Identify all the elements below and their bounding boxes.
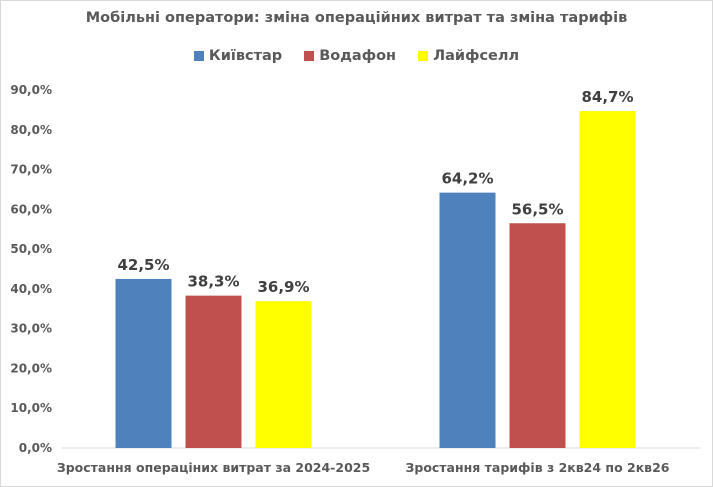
legend-label: Лайфселл bbox=[433, 48, 520, 64]
y-tick-label: 50,0% bbox=[10, 242, 52, 256]
data-label: 56,5% bbox=[511, 200, 563, 218]
legend-item-vodafone: Водафон bbox=[304, 48, 396, 64]
legend: Київстар Водафон Лайфселл bbox=[0, 48, 713, 64]
legend-label: Водафон bbox=[319, 48, 397, 64]
chart-title: Мобільні оператори: зміна операційних ви… bbox=[85, 10, 628, 26]
legend-label: Київстар bbox=[208, 48, 283, 64]
bar bbox=[439, 192, 496, 448]
y-tick-label: 90,0% bbox=[10, 83, 52, 97]
legend-swatch bbox=[418, 51, 429, 61]
y-tick-label: 0,0% bbox=[19, 441, 52, 455]
legend-swatch bbox=[193, 51, 204, 61]
y-tick-label: 10,0% bbox=[10, 401, 52, 415]
x-category-label: Зростання операціних витрат за 2024-2025 bbox=[57, 460, 370, 475]
x-category-label: Зростання тарифів з 2кв24 по 2кв26 bbox=[405, 460, 669, 475]
data-label: 38,3% bbox=[187, 273, 239, 291]
y-tick-label: 40,0% bbox=[10, 282, 52, 296]
legend-item-lifecell: Лайфселл bbox=[418, 48, 519, 64]
data-label: 84,7% bbox=[581, 88, 633, 106]
legend-swatch bbox=[304, 51, 315, 61]
y-tick-label: 70,0% bbox=[10, 163, 52, 177]
y-tick-label: 20,0% bbox=[10, 361, 52, 375]
bar bbox=[509, 223, 566, 448]
y-tick-label: 30,0% bbox=[10, 322, 52, 336]
bar bbox=[579, 111, 636, 449]
data-label: 36,9% bbox=[257, 278, 309, 296]
y-tick-label: 80,0% bbox=[10, 123, 52, 137]
bar bbox=[115, 278, 172, 448]
y-tick-label: 60,0% bbox=[10, 202, 52, 216]
legend-item-kyivstar: Київстар bbox=[193, 48, 283, 64]
data-label: 42,5% bbox=[117, 256, 169, 274]
data-label: 64,2% bbox=[441, 170, 493, 188]
bar bbox=[185, 295, 242, 448]
bar bbox=[255, 301, 312, 448]
